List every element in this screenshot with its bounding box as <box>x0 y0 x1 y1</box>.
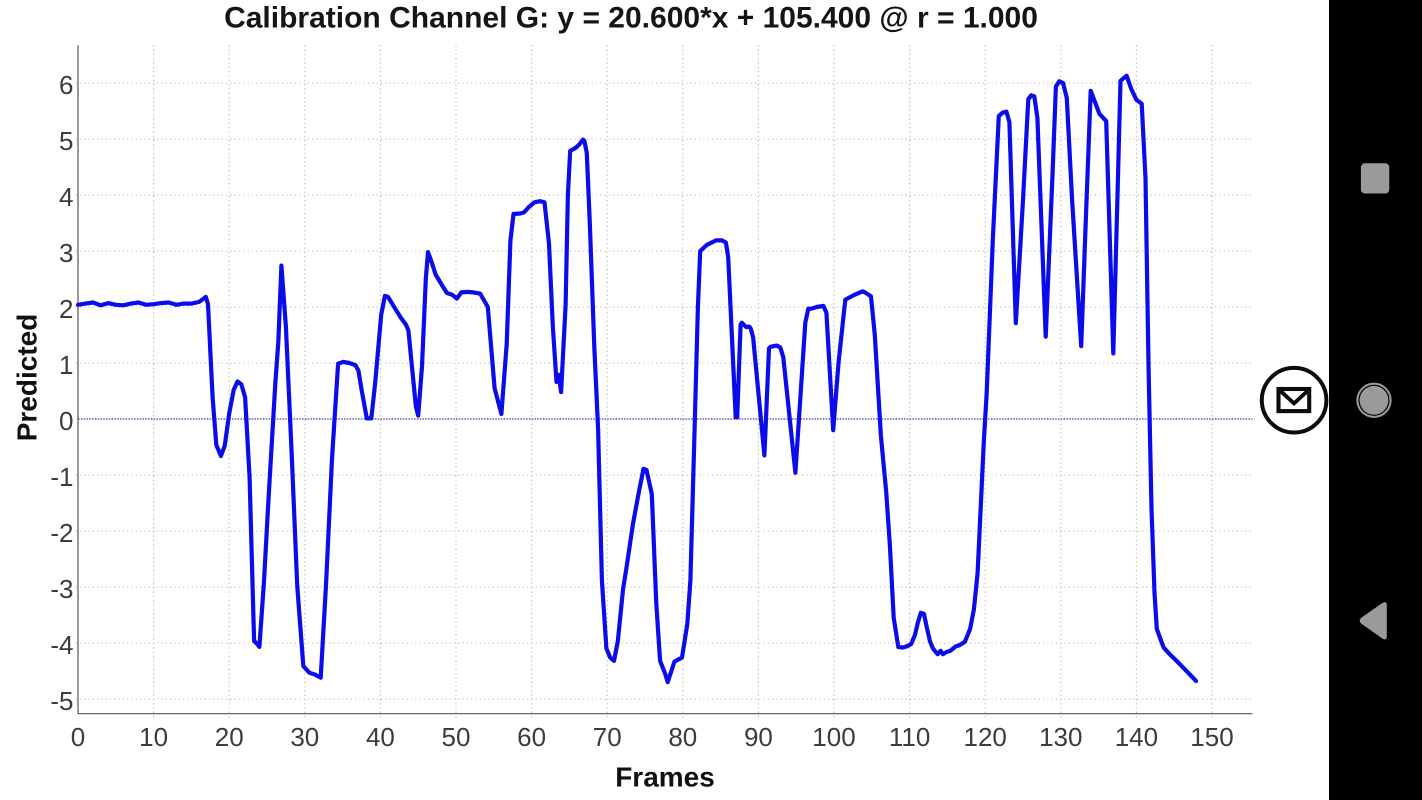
svg-text:120: 120 <box>964 722 1007 752</box>
svg-text:-2: -2 <box>50 518 73 548</box>
svg-text:10: 10 <box>139 722 168 752</box>
svg-text:80: 80 <box>668 722 697 752</box>
svg-text:Frames: Frames <box>615 762 715 793</box>
svg-text:60: 60 <box>517 722 546 752</box>
svg-text:40: 40 <box>366 722 395 752</box>
svg-text:-1: -1 <box>50 462 73 492</box>
svg-text:100: 100 <box>812 722 855 752</box>
svg-text:90: 90 <box>744 722 773 752</box>
svg-text:50: 50 <box>442 722 471 752</box>
svg-text:-3: -3 <box>50 574 73 604</box>
svg-text:150: 150 <box>1190 722 1233 752</box>
svg-text:1: 1 <box>59 350 73 380</box>
svg-text:4: 4 <box>59 182 73 212</box>
svg-text:20: 20 <box>215 722 244 752</box>
svg-text:130: 130 <box>1039 722 1082 752</box>
svg-text:0: 0 <box>71 722 85 752</box>
svg-text:-5: -5 <box>50 686 73 716</box>
svg-text:Predicted: Predicted <box>12 314 43 442</box>
svg-text:-4: -4 <box>50 630 73 660</box>
svg-text:30: 30 <box>290 722 319 752</box>
svg-text:140: 140 <box>1115 722 1158 752</box>
svg-text:110: 110 <box>889 722 930 752</box>
svg-text:6: 6 <box>59 70 73 100</box>
svg-text:5: 5 <box>59 126 73 156</box>
svg-text:2: 2 <box>59 294 73 324</box>
svg-text:3: 3 <box>59 238 73 268</box>
svg-text:70: 70 <box>593 722 622 752</box>
svg-text:0: 0 <box>59 406 73 436</box>
svg-text:Calibration Channel G: y = 20.: Calibration Channel G: y = 20.600*x + 10… <box>224 2 1038 35</box>
